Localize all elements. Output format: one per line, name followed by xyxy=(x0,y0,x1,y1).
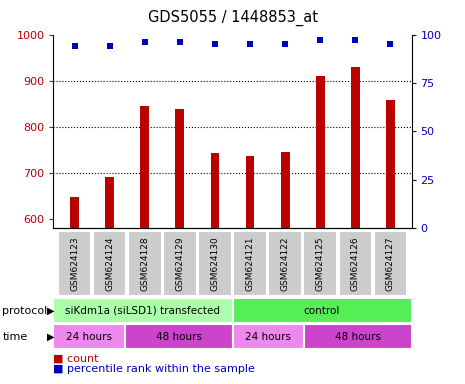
Text: protocol: protocol xyxy=(2,306,47,316)
Text: ■ count: ■ count xyxy=(53,353,99,363)
Text: 48 hours: 48 hours xyxy=(156,332,202,342)
Bar xyxy=(53,298,232,323)
Bar xyxy=(316,76,325,228)
Bar xyxy=(175,109,184,228)
Text: GSM624128: GSM624128 xyxy=(140,236,149,291)
Bar xyxy=(373,231,407,296)
Bar xyxy=(163,231,197,296)
Bar xyxy=(386,100,395,228)
Bar xyxy=(58,231,92,296)
Text: GSM624123: GSM624123 xyxy=(70,236,79,291)
Text: siKdm1a (siLSD1) transfected: siKdm1a (siLSD1) transfected xyxy=(66,306,220,316)
Bar xyxy=(93,231,126,296)
Bar xyxy=(125,324,232,349)
Bar xyxy=(303,231,337,296)
Text: GSM624127: GSM624127 xyxy=(386,236,395,291)
Text: GSM624122: GSM624122 xyxy=(281,237,290,291)
Text: ■ percentile rank within the sample: ■ percentile rank within the sample xyxy=(53,364,255,374)
Text: ▶: ▶ xyxy=(46,332,54,342)
Text: GDS5055 / 1448853_at: GDS5055 / 1448853_at xyxy=(147,10,318,26)
Text: GSM624121: GSM624121 xyxy=(246,236,254,291)
Text: GSM624126: GSM624126 xyxy=(351,236,360,291)
Text: GSM624129: GSM624129 xyxy=(175,236,184,291)
Bar xyxy=(268,231,302,296)
Bar xyxy=(233,231,267,296)
Bar xyxy=(339,231,372,296)
Text: GSM624125: GSM624125 xyxy=(316,236,325,291)
Bar xyxy=(351,67,360,228)
Text: ▶: ▶ xyxy=(46,306,54,316)
Bar xyxy=(198,231,232,296)
Bar xyxy=(281,152,290,228)
Bar xyxy=(70,197,79,228)
Bar xyxy=(211,154,219,228)
Bar xyxy=(128,231,162,296)
Bar xyxy=(105,177,114,228)
Text: GSM624130: GSM624130 xyxy=(211,236,219,291)
Bar xyxy=(232,324,304,349)
Text: GSM624124: GSM624124 xyxy=(105,237,114,291)
Text: 48 hours: 48 hours xyxy=(335,332,381,342)
Text: 24 hours: 24 hours xyxy=(246,332,291,342)
Bar xyxy=(232,298,412,323)
Text: time: time xyxy=(2,332,27,342)
Text: 24 hours: 24 hours xyxy=(66,332,112,342)
Bar xyxy=(246,156,254,228)
Bar xyxy=(140,106,149,228)
Text: control: control xyxy=(304,306,340,316)
Bar xyxy=(304,324,412,349)
Bar xyxy=(53,324,125,349)
